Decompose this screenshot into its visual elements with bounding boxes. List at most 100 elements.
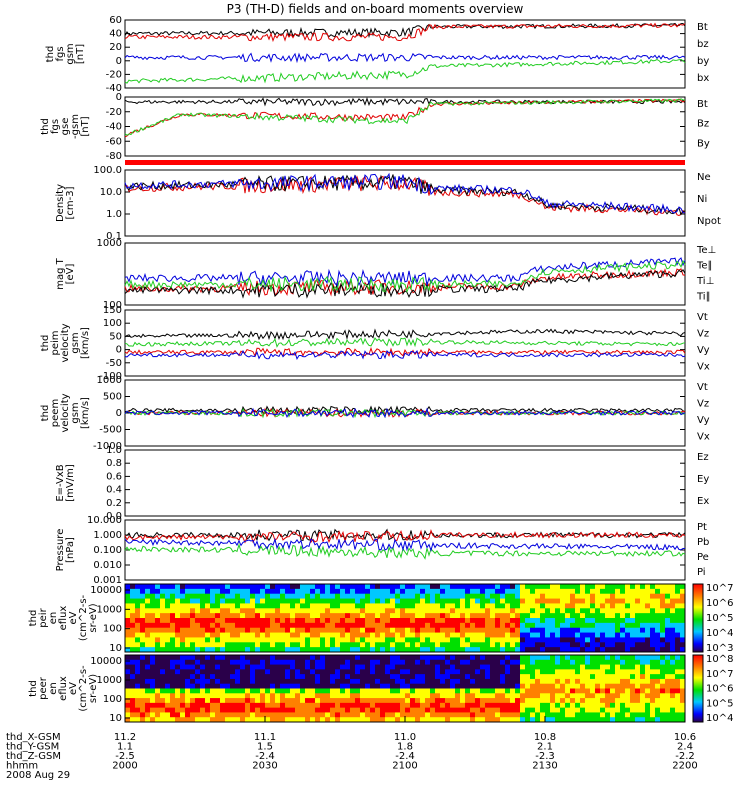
- spectrogram-cell: [400, 632, 406, 638]
- spectrogram-cell: [125, 712, 131, 718]
- spectrogram-cell: [495, 588, 501, 595]
- spectrogram-cell: [640, 698, 646, 704]
- spectrogram-cell: [610, 632, 616, 638]
- spectrogram-cell: [385, 584, 391, 590]
- spectrogram-cell: [475, 593, 481, 599]
- spectrogram-cell: [300, 669, 306, 675]
- spectrogram-cell: [575, 584, 581, 590]
- spectrogram-cell: [235, 627, 241, 633]
- spectrogram-cell: [670, 669, 676, 675]
- spectrogram-cell: [130, 627, 136, 633]
- spectrogram-cell: [380, 717, 386, 723]
- spectrogram-cell: [320, 655, 326, 661]
- spectrogram-cell: [465, 659, 471, 665]
- spectrogram-cell: [455, 712, 461, 718]
- spectrogram-cell: [175, 659, 181, 665]
- spectrogram-cell: [270, 598, 276, 604]
- spectrogram-cell: [520, 593, 526, 599]
- spectrogram-cell: [650, 664, 656, 670]
- spectrogram-cell: [530, 613, 536, 619]
- spectrogram-cell: [190, 698, 196, 704]
- spectrogram-cell: [265, 717, 271, 723]
- spectrogram-cell: [365, 627, 371, 633]
- spectrogram-cell: [680, 647, 686, 653]
- spectrogram-cell: [535, 627, 541, 633]
- spectrogram-cell: [645, 618, 651, 624]
- spectrogram-cell: [310, 688, 316, 694]
- spectrogram-cell: [215, 618, 221, 624]
- spectrogram-cell: [430, 637, 436, 643]
- spectrogram-cell: [190, 627, 196, 633]
- spectrogram-cell: [660, 717, 666, 723]
- spectrogram-cell: [455, 688, 461, 694]
- y-axis-label: [nT]: [80, 116, 91, 136]
- spectrogram-cell: [425, 613, 431, 619]
- spectrogram-cell: [445, 702, 451, 709]
- y-tick-label: 50: [109, 331, 122, 342]
- spectrogram-cell: [160, 613, 166, 619]
- spectrogram-cell: [370, 698, 376, 704]
- spectrogram-cell: [580, 632, 586, 638]
- spectrogram-cell: [500, 674, 506, 680]
- series-line-By: [124, 98, 686, 136]
- spectrogram-cell: [145, 622, 151, 629]
- spectrogram-cell: [310, 669, 316, 675]
- spectrogram-cell: [305, 608, 311, 614]
- spectrogram-cell: [235, 707, 241, 713]
- spectrogram-cell: [390, 669, 396, 675]
- spectrogram-cell: [260, 678, 266, 685]
- spectrogram-cell: [145, 593, 151, 599]
- spectrogram-cell: [380, 622, 386, 629]
- spectrogram-cell: [475, 584, 481, 590]
- spectrogram-cell: [675, 698, 681, 704]
- spectrogram-cell: [315, 717, 321, 723]
- time-axis-value: 2200: [672, 761, 697, 772]
- spectrogram-cell: [600, 712, 606, 718]
- spectrogram-cell: [240, 678, 246, 685]
- spectrogram-cell: [155, 712, 161, 718]
- spectrogram-cell: [330, 593, 336, 599]
- spectrogram-cell: [645, 603, 651, 609]
- spectrogram-cell: [135, 702, 141, 709]
- spectrogram-cell: [535, 642, 541, 648]
- spectrogram-cell: [510, 669, 516, 675]
- spectrogram-cell: [440, 632, 446, 638]
- spectrogram-cell: [210, 683, 216, 689]
- spectrogram-cell: [160, 588, 166, 595]
- spectrogram-cell: [285, 593, 291, 599]
- spectrogram-cell: [595, 683, 601, 689]
- spectrogram-cell: [610, 588, 616, 595]
- spectrogram-cell: [435, 707, 441, 713]
- spectrogram-cell: [405, 608, 411, 614]
- spectrogram-cell: [470, 693, 476, 699]
- spectrogram-cell: [545, 584, 551, 590]
- spectrogram-cell: [455, 683, 461, 689]
- spectrogram-cell: [490, 698, 496, 704]
- spectrogram-cell: [140, 674, 146, 680]
- spectrogram-cell: [140, 608, 146, 614]
- spectrogram-cell: [520, 588, 526, 595]
- spectrogram-cell: [455, 655, 461, 661]
- spectrogram-cell: [340, 683, 346, 689]
- spectrogram-cell: [515, 647, 521, 653]
- spectrogram-cell: [480, 664, 486, 670]
- spectrogram-cell: [220, 659, 226, 665]
- spectrogram-cell: [425, 664, 431, 670]
- spectrogram-cell: [405, 637, 411, 643]
- spectrogram-cell: [485, 669, 491, 675]
- spectrogram-cell: [570, 618, 576, 624]
- time-axis-value: 11.2: [114, 732, 136, 743]
- spectrogram-cell: [495, 632, 501, 638]
- spectrogram-cell: [375, 613, 381, 619]
- spectrogram-cell: [650, 618, 656, 624]
- spectrogram-cell: [180, 627, 186, 633]
- spectrogram-cell: [525, 588, 531, 595]
- spectrogram-cell: [230, 627, 236, 633]
- spectrogram-cell: [195, 717, 201, 723]
- spectrogram-cell: [440, 683, 446, 689]
- spectrogram-cell: [565, 593, 571, 599]
- spectrogram-cell: [215, 707, 221, 713]
- spectrogram-cell: [145, 584, 151, 590]
- spectrogram-cell: [315, 613, 321, 619]
